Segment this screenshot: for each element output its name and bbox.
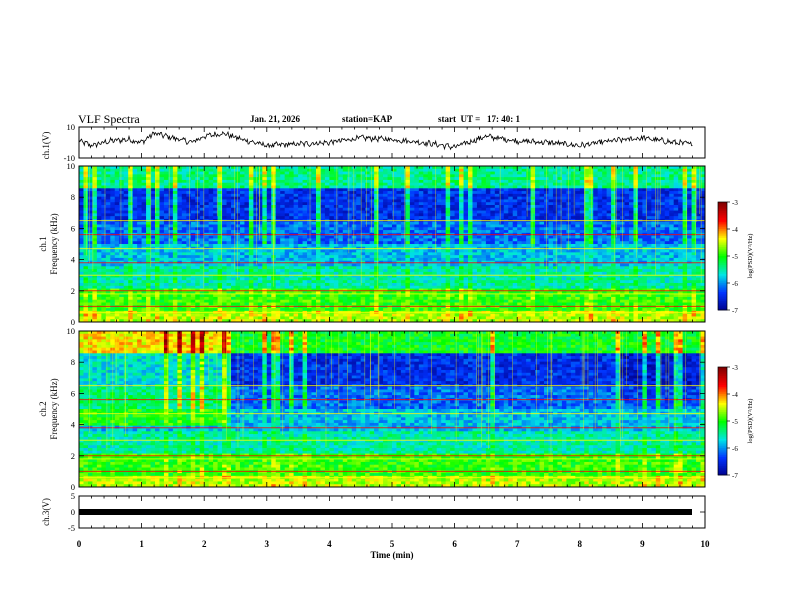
ch1-spectrogram-colorbar-label: log(PSD)(V²/Hz) — [747, 234, 754, 279]
ch1-spectrogram-heatmap — [79, 166, 705, 322]
ch1-spectrogram-tick-label: 10 — [67, 161, 76, 171]
ch1-spectrogram-tick-label: 8 — [71, 192, 75, 202]
ch2-spectrogram-tick-label: 10 — [67, 326, 76, 336]
ch1-spectrogram-ylabel: Frequency (kHz) — [49, 213, 59, 274]
vlf-figure: VLF Spectra Jan. 21, 2026 station=KAP st… — [0, 0, 792, 612]
x-tick-label: 4 — [327, 539, 332, 549]
ch1-spectrogram-channel-label: ch.1 — [38, 236, 48, 251]
ch1-spectrogram-tick-label: 6 — [71, 223, 75, 233]
x-tick-label: 9 — [640, 539, 645, 549]
ch1-spectrogram-colorbar-tick-label: -7 — [732, 307, 738, 315]
ch1-spectrogram-colorbar — [718, 202, 727, 310]
ch2-spectrogram-colorbar-tick-label: -4 — [732, 391, 738, 399]
ch2-spectrogram-tick-label: 2 — [71, 451, 75, 461]
ch2-spectrogram-heatmap — [79, 331, 705, 487]
ch2-spectrogram-colorbar-tick-label: -5 — [732, 418, 738, 426]
ch3-waveform-tick-label: 5 — [71, 491, 75, 501]
ch1-waveform-tick-label: 10 — [67, 122, 76, 132]
x-tick-label: 0 — [77, 539, 82, 549]
x-tick-label: 7 — [515, 539, 520, 549]
x-tick-label: 5 — [390, 539, 395, 549]
ch1-spectrogram-tick-label: 2 — [71, 286, 75, 296]
x-axis-label: Time (min) — [370, 550, 413, 560]
ch2-spectrogram-ylabel: Frequency (kHz) — [49, 378, 59, 439]
ch3-waveform-tick-label: 0 — [71, 507, 75, 517]
ch3-waveform-tick-label: -5 — [68, 523, 75, 533]
ch2-spectrogram-colorbar — [718, 367, 727, 475]
x-tick-label: 10 — [701, 539, 711, 549]
ch2-spectrogram-channel-label: ch.2 — [38, 401, 48, 416]
x-tick-label: 8 — [578, 539, 583, 549]
ch1-spectrogram-colorbar-tick-label: -6 — [732, 280, 738, 288]
ch3-waveform-line — [79, 509, 692, 515]
ch2-spectrogram-tick-label: 8 — [71, 357, 75, 367]
ch1-waveform-line — [79, 132, 693, 150]
x-tick-label: 3 — [265, 539, 270, 549]
x-tick-label: 6 — [452, 539, 457, 549]
ch2-spectrogram-colorbar-tick-label: -6 — [732, 445, 738, 453]
x-tick-label: 1 — [139, 539, 144, 549]
ch1-spectrogram-colorbar-tick-label: -5 — [732, 253, 738, 261]
ch2-spectrogram-tick-label: 4 — [71, 420, 76, 430]
ch2-spectrogram-colorbar-label: log(PSD)(V²/Hz) — [747, 399, 754, 444]
ch1-spectrogram-colorbar-tick-label: -4 — [732, 226, 738, 234]
ch2-spectrogram-tick-label: 6 — [71, 388, 75, 398]
ch2-spectrogram-colorbar-tick-label: -3 — [732, 364, 738, 372]
ch1-waveform-ylabel: ch.1(V) — [41, 132, 51, 160]
ch1-spectrogram-tick-label: 4 — [71, 255, 76, 265]
ch2-spectrogram-colorbar-tick-label: -7 — [732, 472, 738, 480]
vlf-chart-svg: 10-10ch.1(V)0246810ch.1 Frequency (kHz)-3… — [0, 0, 792, 612]
x-tick-label: 2 — [202, 539, 207, 549]
ch3-waveform-ylabel: ch.3(V) — [41, 498, 51, 526]
ch1-spectrogram-colorbar-tick-label: -3 — [732, 199, 738, 207]
